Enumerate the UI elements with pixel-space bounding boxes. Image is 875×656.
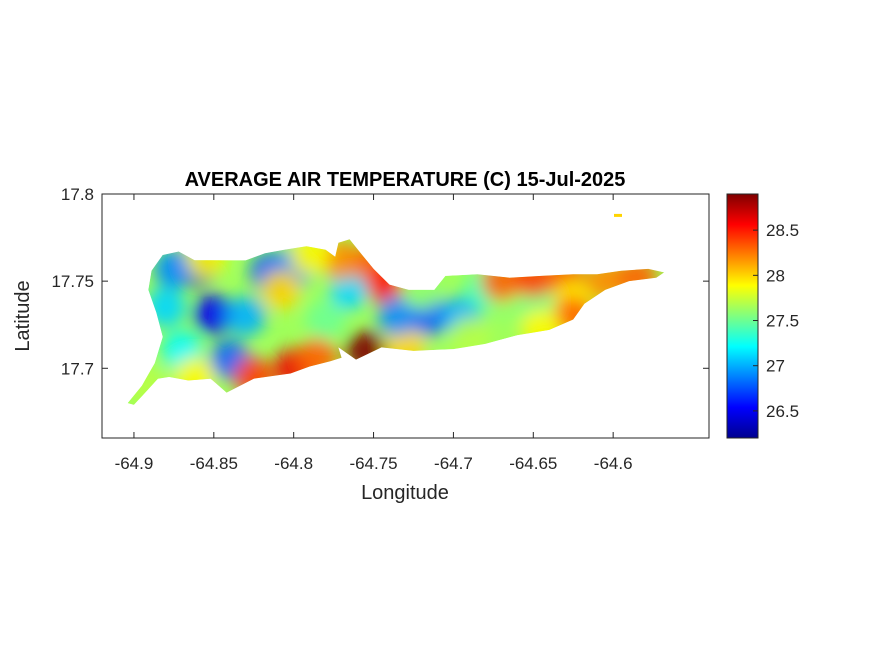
plot-area: -64.9 -64.85 -64.8 -64.75 -64.7 -64.65 -64.6 1… (51, 185, 710, 473)
colorbar-tick-label: 27.5 (766, 312, 799, 331)
offshore-marks (614, 213, 622, 217)
x-tick-label: -64.6 (594, 454, 633, 473)
y-axis-ticks: 17.7 17.75 17.8 (51, 185, 709, 378)
colorbar: 26.5 27 27.5 28 28.5 (726, 193, 799, 439)
colorbar-tick-label: 28 (766, 266, 785, 285)
x-tick-label: -64.9 (115, 454, 154, 473)
colorbar-tick-label: 27 (766, 357, 785, 376)
temperature-sample (225, 296, 266, 336)
x-tick-label: -64.85 (190, 454, 238, 473)
x-tick-label: -64.75 (349, 454, 397, 473)
colorbar-ticks: 26.5 27 27.5 28 28.5 (753, 221, 799, 421)
y-tick-label: 17.7 (61, 359, 94, 378)
temperature-sample (193, 294, 234, 335)
colorbar-tick-label: 28.5 (766, 221, 799, 240)
x-tick-label: -64.8 (274, 454, 313, 473)
temperature-sample (305, 299, 346, 340)
colorbar-scale (726, 193, 759, 439)
x-axis-ticks: -64.9 -64.85 -64.8 -64.75 -64.7 -64.65 -64.6 (115, 194, 633, 473)
x-tick-label: -64.65 (509, 454, 557, 473)
colorbar-tick-label: 26.5 (766, 402, 799, 421)
axes-box (101, 193, 710, 439)
temperature-sample (377, 296, 418, 336)
x-axis-label: Longitude (361, 482, 449, 504)
y-tick-label: 17.75 (51, 272, 94, 291)
offshore-mark (614, 213, 622, 217)
chart-title: AVERAGE AIR TEMPERATURE (C) 15-Jul-2025 (185, 169, 626, 191)
y-tick-label: 17.8 (61, 185, 94, 204)
y-axis-label: Latitude (12, 280, 34, 351)
temperature-sample (260, 269, 301, 310)
temperature-sample (153, 248, 194, 289)
x-tick-label: -64.7 (434, 454, 473, 473)
